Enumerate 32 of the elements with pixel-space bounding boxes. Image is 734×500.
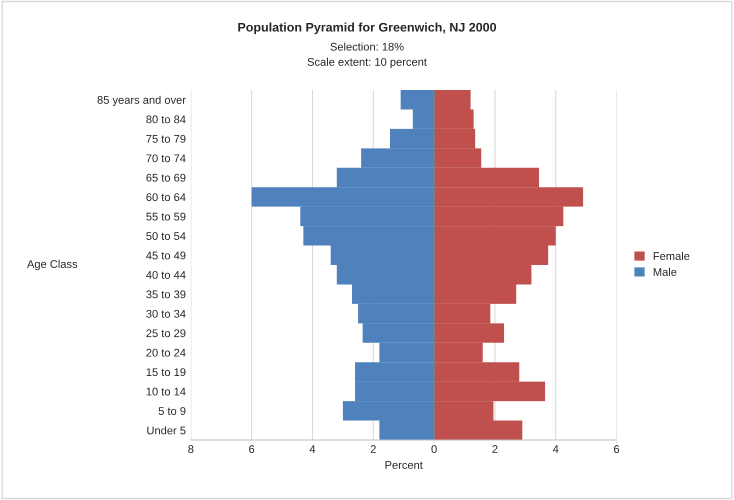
y-tick-label: 15 to 19: [146, 368, 186, 376]
chart-subtitle: Selection: 18% Scale extent: 10 percent: [308, 42, 427, 68]
y-tick-label: 25 to 29: [146, 329, 186, 338]
y-tick-label: 65 to 69: [146, 174, 186, 182]
y-tick-label: 40 to 44: [146, 270, 186, 279]
chart-title: Population Pyramid for Greenwich, NJ 2000: [238, 22, 496, 34]
x-tick-label: 4: [310, 445, 316, 453]
x-tick-label: 6: [249, 445, 254, 454]
y-tick-label: 45 to 49: [146, 252, 186, 260]
y-tick-label: 5 to 9: [158, 407, 186, 415]
x-tick-label: 8: [188, 445, 194, 454]
y-tick-label: 80 to 84: [146, 115, 186, 124]
y-tick-label: 20 to 24: [146, 348, 186, 357]
y-tick-label: 10 to 14: [146, 388, 186, 396]
y-axis-title: Age Class: [26, 260, 78, 270]
y-tick-label: 35 to 39: [146, 290, 186, 298]
y-tick-label: Under 5: [147, 426, 186, 434]
x-tick-label: 4: [552, 445, 559, 453]
legend-label: Female: [654, 252, 690, 260]
y-tick-label: 55 to 59: [146, 212, 186, 221]
x-tick-label: 2: [492, 445, 498, 453]
x-tick-label: 6: [614, 445, 620, 454]
y-tick-label: 30 to 34: [146, 310, 186, 318]
y-tick-label: 50 to 54: [146, 232, 186, 240]
y-tick-label: 60 to 64: [146, 193, 186, 202]
x-tick-label: 0: [431, 445, 437, 454]
y-tick-label: 75 to 79: [146, 134, 186, 143]
x-axis-title: Percent: [385, 461, 423, 469]
x-tick-label: 2: [370, 445, 376, 453]
y-tick-label: 70 to 74: [146, 154, 186, 162]
legend-label: Male: [654, 268, 676, 276]
y-tick-label: 85 years and over: [98, 96, 186, 106]
